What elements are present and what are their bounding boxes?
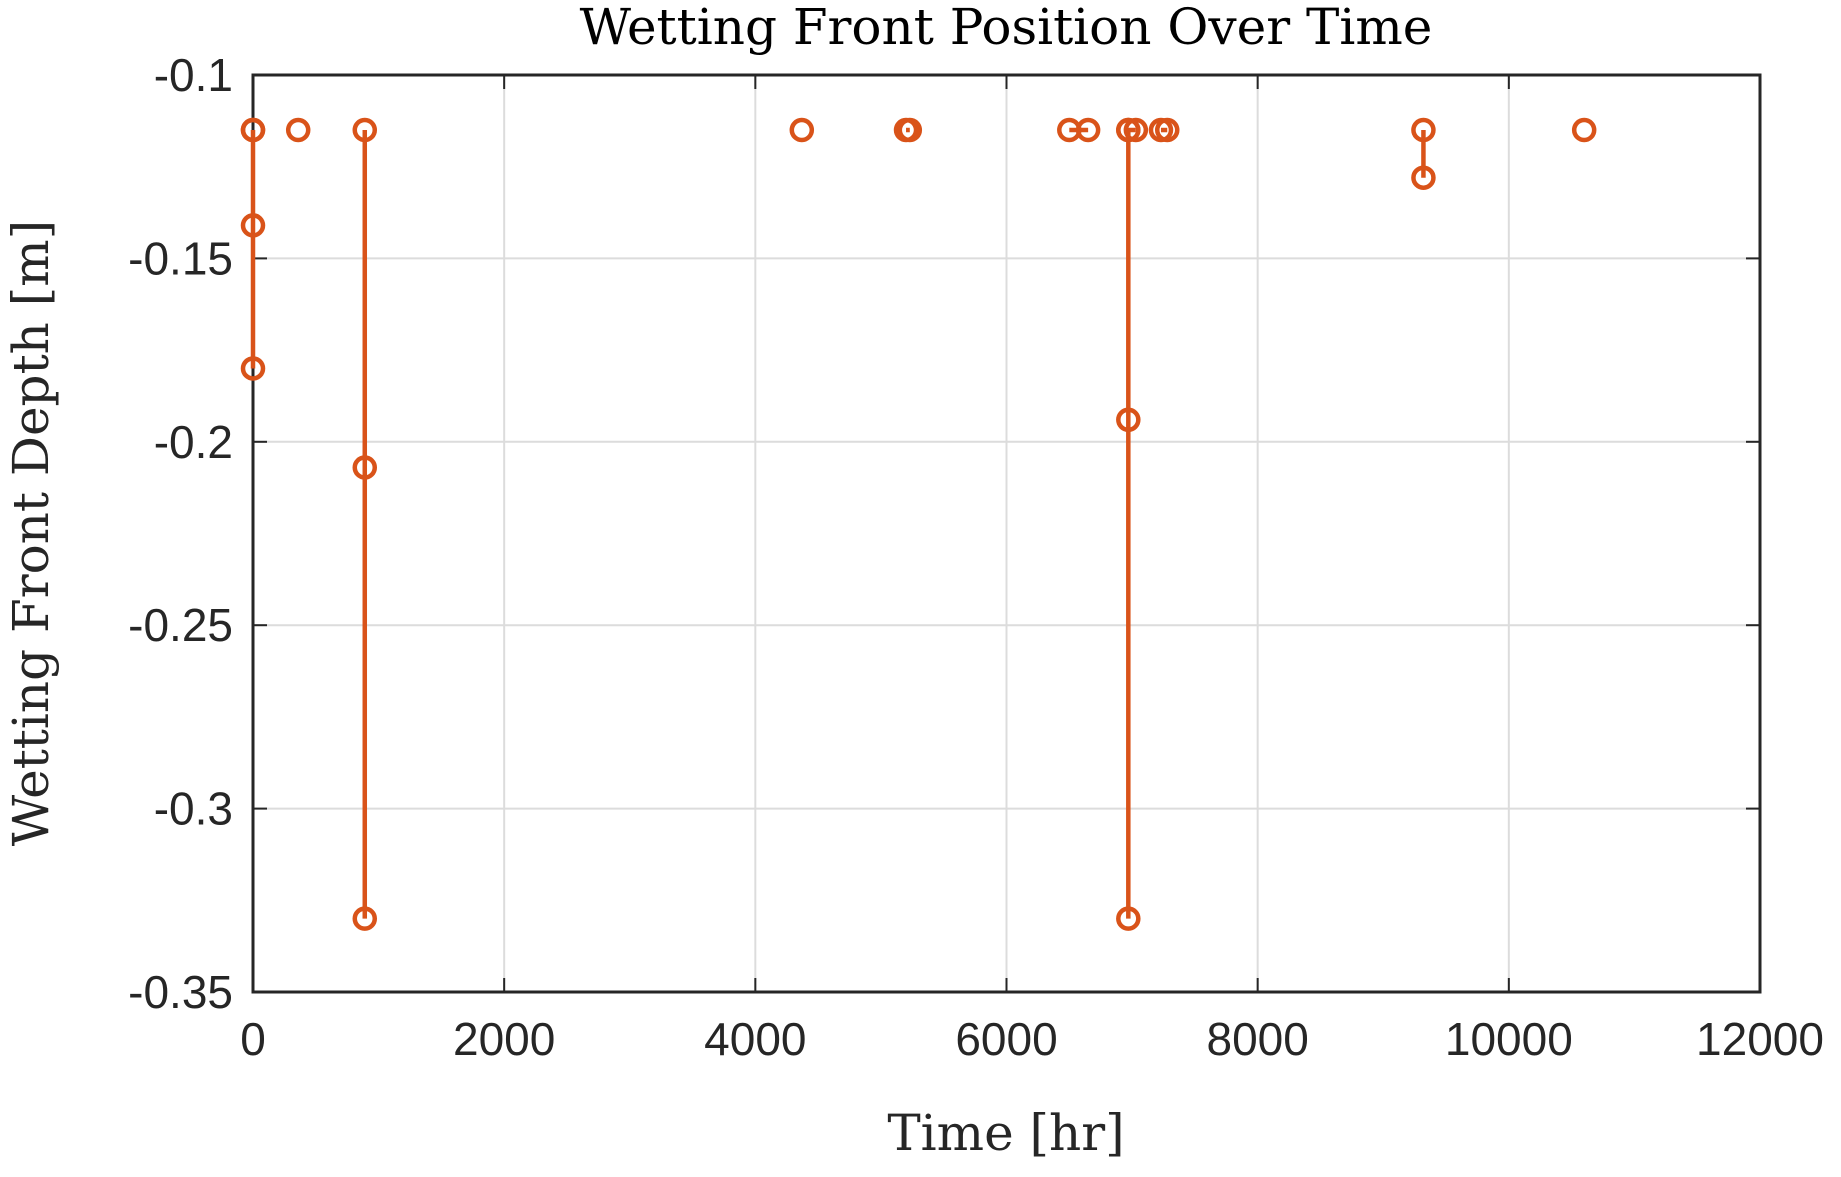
data-point: [1123, 117, 1149, 143]
x-tick-labels: 0 2000 4000 6000 8000 10000 12000: [240, 1013, 1824, 1065]
series-segment: [1571, 117, 1597, 143]
data-point: [1411, 165, 1436, 190]
data-point: [1154, 117, 1180, 143]
y-tick-label: -0.1: [154, 49, 233, 101]
series-segment: [240, 117, 266, 381]
data-point: [789, 117, 815, 143]
data-point: [352, 906, 378, 931]
chart-title: Wetting Front Position Over Time: [580, 0, 1433, 56]
data-point: [1411, 117, 1436, 143]
data-point: [1571, 117, 1597, 143]
data-point: [240, 356, 266, 381]
x-tick-label: 8000: [1206, 1013, 1308, 1065]
x-tick-label: 2000: [453, 1013, 555, 1065]
grid-lines: [252, 74, 1761, 993]
x-axis-label: Time [hr]: [887, 1104, 1124, 1162]
data-point: [897, 117, 923, 143]
series-segment: [1116, 117, 1149, 931]
series-segment: [1057, 117, 1101, 143]
series-segment: [1148, 117, 1180, 143]
data-point: [1116, 117, 1141, 143]
y-tick-labels: -0.1 -0.15 -0.2 -0.25 -0.3 -0.35: [128, 49, 233, 1018]
series-segment: [285, 117, 311, 143]
series-line: [1126, 127, 1136, 919]
data-point: [352, 455, 378, 480]
x-tick-label: 6000: [955, 1013, 1057, 1065]
series-segment: [893, 117, 923, 143]
x-tick-label: 10000: [1445, 1013, 1573, 1065]
y-tick-label: -0.2: [154, 416, 233, 468]
y-tick-label: -0.35: [128, 966, 233, 1018]
series-segment: [1411, 117, 1436, 190]
y-tick-label: -0.3: [154, 783, 233, 835]
axis-ticks: [252, 74, 1761, 993]
y-axis-label: Wetting Front Depth [m]: [2, 220, 60, 846]
y-tick-label: -0.25: [128, 599, 233, 651]
y-tick-label: -0.15: [128, 232, 233, 284]
data-series: [240, 117, 1597, 931]
data-point: [285, 117, 311, 143]
x-tick-label: 12000: [1696, 1013, 1824, 1065]
data-point: [240, 117, 266, 143]
data-point: [352, 117, 378, 143]
data-point: [1075, 117, 1101, 143]
x-tick-label: 0: [240, 1013, 266, 1065]
data-point: [240, 213, 266, 238]
x-tick-label: 4000: [704, 1013, 806, 1065]
data-point: [1116, 407, 1141, 433]
data-point: [1116, 906, 1141, 931]
series-segment: [352, 117, 378, 931]
series-segment: [789, 117, 815, 143]
